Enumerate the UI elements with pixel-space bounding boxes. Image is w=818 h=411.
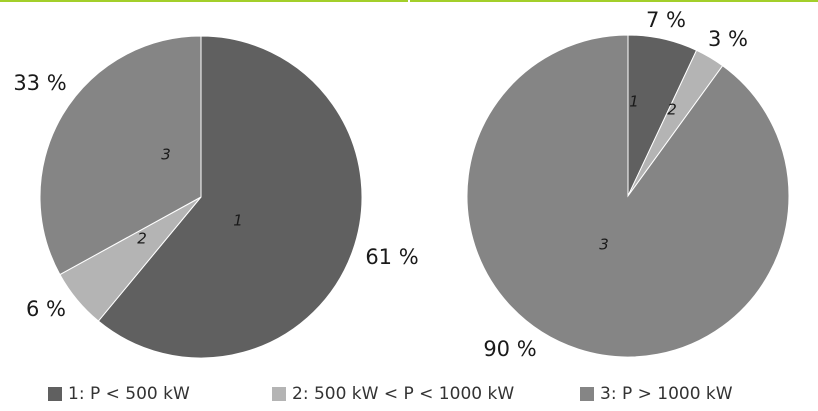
pie-0-slice-1 [97,35,363,359]
pie-0-slice-3 [39,35,202,276]
pie-1-slice-1-percent-label: 7 % [646,8,686,32]
pie-1-slice-3-percent-label: 90 % [483,337,536,361]
pie-chart-right: 1 7 % 2 3 % 3 90 % [466,8,790,361]
legend-item-3: 3: P > 1000 kW [580,384,733,404]
pie-0-slice-2-percent-label: 6 % [26,297,66,321]
legend-swatch-1 [48,387,62,401]
top-accent-line-right [410,0,818,2]
legend-label-3: 3: P > 1000 kW [600,384,733,404]
pie-1-slice-3-index-label: 3 [599,236,609,254]
pie-0-slice-1-index-label: 1 [233,212,243,230]
pie-1-slice-2-percent-label: 3 % [708,27,748,51]
pie-0-slice-2-index-label: 2 [137,230,147,248]
pie-chart-left: 1 61 % 2 6 % 3 33 % [13,35,419,359]
pie-1-slice-2-index-label: 2 [667,101,677,119]
legend-item-1: 1: P < 500 kW [48,384,190,404]
pie-1-slice-3 [466,34,790,358]
legend: 1: P < 500 kW 2: 500 kW < P < 1000 kW 3:… [0,384,818,408]
pie-charts: 1 61 % 2 6 % 3 33 % 1 7 % 2 3 % 3 90 % [13,8,790,361]
legend-label-1: 1: P < 500 kW [68,384,190,404]
pie-0-slice-3-index-label: 3 [161,146,171,164]
pie-0-slice-1-percent-label: 61 % [365,245,418,269]
pie-1-slice-1-index-label: 1 [629,93,639,111]
pie-0-slice-3-percent-label: 33 % [13,71,66,95]
top-accent-line-left [0,0,408,2]
legend-swatch-3 [580,387,594,401]
legend-label-2: 2: 500 kW < P < 1000 kW [292,384,515,404]
legend-swatch-2 [272,387,286,401]
legend-item-2: 2: 500 kW < P < 1000 kW [272,384,514,404]
